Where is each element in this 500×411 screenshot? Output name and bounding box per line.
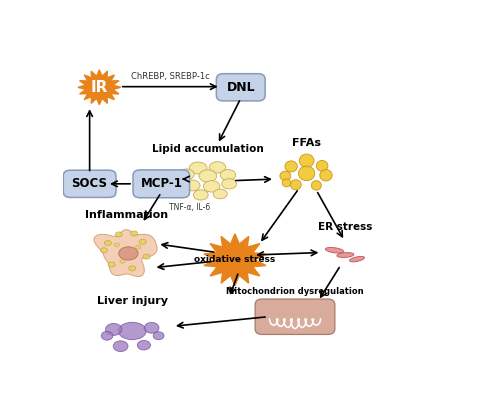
Ellipse shape [104, 240, 112, 245]
Ellipse shape [194, 190, 208, 200]
Ellipse shape [350, 256, 364, 262]
Polygon shape [204, 234, 266, 286]
Ellipse shape [204, 181, 220, 192]
Ellipse shape [290, 180, 301, 190]
Ellipse shape [222, 179, 236, 189]
Text: Lipid accumulation: Lipid accumulation [152, 144, 264, 154]
Ellipse shape [129, 266, 136, 271]
Ellipse shape [190, 162, 207, 174]
Ellipse shape [153, 332, 164, 339]
Polygon shape [94, 230, 157, 277]
Text: MCP-1: MCP-1 [140, 177, 182, 190]
FancyBboxPatch shape [133, 170, 190, 198]
Ellipse shape [130, 231, 138, 236]
Ellipse shape [316, 160, 328, 171]
Ellipse shape [118, 247, 138, 260]
Ellipse shape [179, 169, 194, 180]
Text: Mitochondrion dysregulation: Mitochondrion dysregulation [226, 287, 364, 296]
Ellipse shape [280, 171, 290, 181]
Ellipse shape [298, 166, 315, 181]
Text: SOCS: SOCS [72, 177, 108, 190]
Ellipse shape [199, 170, 216, 182]
Ellipse shape [282, 179, 290, 187]
Text: FFAs: FFAs [292, 138, 321, 148]
Ellipse shape [312, 181, 322, 190]
Text: oxidative stress: oxidative stress [194, 255, 276, 264]
Ellipse shape [337, 253, 354, 257]
Text: Inflammation: Inflammation [85, 210, 168, 220]
Ellipse shape [114, 341, 128, 351]
Ellipse shape [220, 170, 236, 180]
FancyBboxPatch shape [216, 74, 265, 101]
Ellipse shape [118, 322, 146, 339]
FancyBboxPatch shape [255, 299, 335, 335]
Ellipse shape [300, 154, 314, 167]
Text: IR: IR [90, 80, 108, 95]
Ellipse shape [213, 189, 227, 199]
Text: TNF-α, IL-6: TNF-α, IL-6 [169, 203, 210, 212]
Ellipse shape [184, 180, 200, 191]
Ellipse shape [144, 323, 159, 333]
Ellipse shape [106, 323, 122, 335]
Ellipse shape [120, 259, 126, 263]
Ellipse shape [285, 161, 298, 172]
Polygon shape [78, 70, 120, 105]
Ellipse shape [100, 248, 107, 253]
Ellipse shape [139, 239, 146, 244]
Text: ChREBP, SREBP-1c: ChREBP, SREBP-1c [131, 72, 210, 81]
FancyBboxPatch shape [64, 170, 116, 197]
Ellipse shape [138, 340, 150, 350]
Ellipse shape [114, 243, 119, 247]
Ellipse shape [108, 262, 115, 267]
Ellipse shape [209, 162, 226, 173]
Ellipse shape [136, 245, 141, 249]
Ellipse shape [320, 170, 332, 181]
Ellipse shape [143, 254, 150, 259]
Ellipse shape [326, 247, 344, 253]
Text: DNL: DNL [226, 81, 255, 94]
Ellipse shape [101, 331, 113, 340]
Text: Liver injury: Liver injury [97, 296, 168, 306]
Ellipse shape [115, 232, 122, 237]
Text: ER stress: ER stress [318, 222, 372, 231]
